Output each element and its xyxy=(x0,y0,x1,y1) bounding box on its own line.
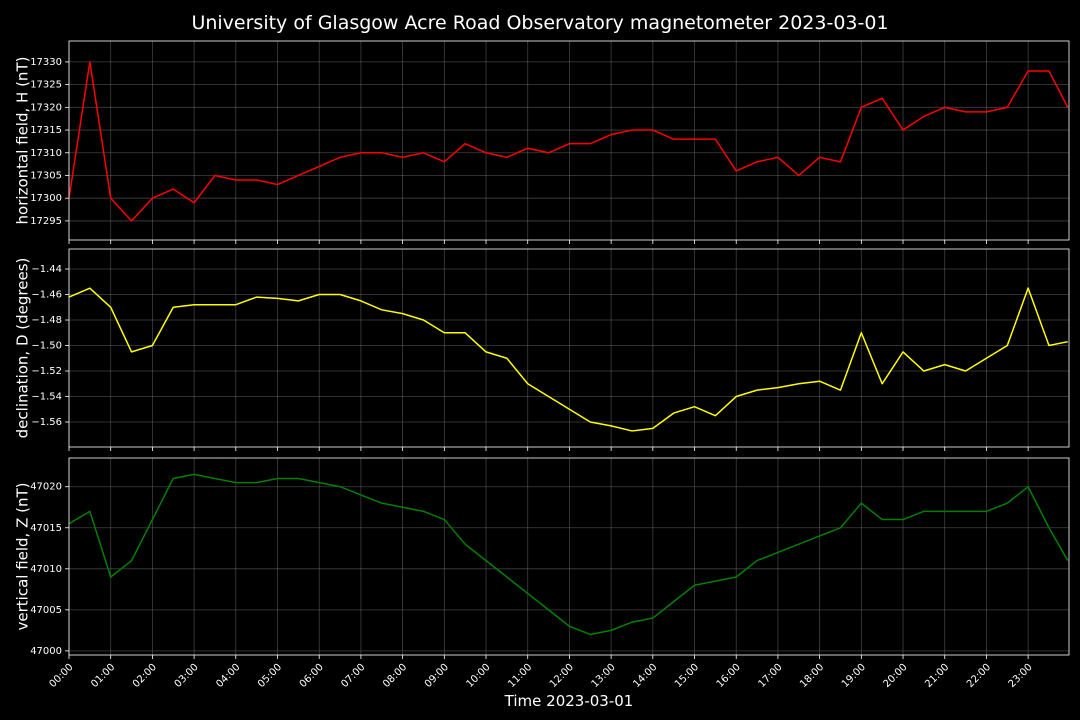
y-tick-label: 47000 xyxy=(30,646,62,657)
data-line xyxy=(68,473,1069,636)
y-tick-label: 17310 xyxy=(30,148,62,159)
y-tick-label: −1.44 xyxy=(31,264,62,275)
y-tick-label: 47005 xyxy=(30,605,62,616)
y-tick-label: −1.56 xyxy=(31,417,62,428)
y-tick-label: 47010 xyxy=(30,564,62,575)
y-tick-label: 17330 xyxy=(30,57,62,68)
y-tick-label: −1.54 xyxy=(31,392,62,403)
y-tick-label: 17325 xyxy=(30,80,62,91)
x-axis-label: Time 2023-03-01 xyxy=(504,692,634,710)
axes-frame xyxy=(68,457,1070,656)
y-tick-label: 17295 xyxy=(30,216,62,227)
y-axis-label: declination, D (degrees) xyxy=(14,258,32,439)
y-tick-label: 17315 xyxy=(30,125,62,136)
y-tick-label: 17320 xyxy=(30,102,62,113)
axes-frame xyxy=(68,248,1070,448)
y-tick-label: −1.48 xyxy=(31,315,62,326)
y-tick-label: 47020 xyxy=(30,482,62,493)
data-line xyxy=(68,287,1068,432)
figure-title: University of Glasgow Acre Road Observat… xyxy=(191,12,888,34)
y-tick-label: −1.50 xyxy=(31,341,62,352)
axes-frame xyxy=(68,40,1070,241)
y-axis-label: vertical field, Z (nT) xyxy=(14,482,32,630)
y-tick-label: −1.46 xyxy=(31,290,62,301)
y-tick-label: 17305 xyxy=(30,170,62,181)
y-tick-label: 17300 xyxy=(30,193,62,204)
y-axis-label: horizontal field, H (nT) xyxy=(14,57,32,225)
y-tick-label: −1.52 xyxy=(31,366,62,377)
y-tick-label: 47015 xyxy=(30,523,62,534)
data-line xyxy=(68,61,1069,222)
